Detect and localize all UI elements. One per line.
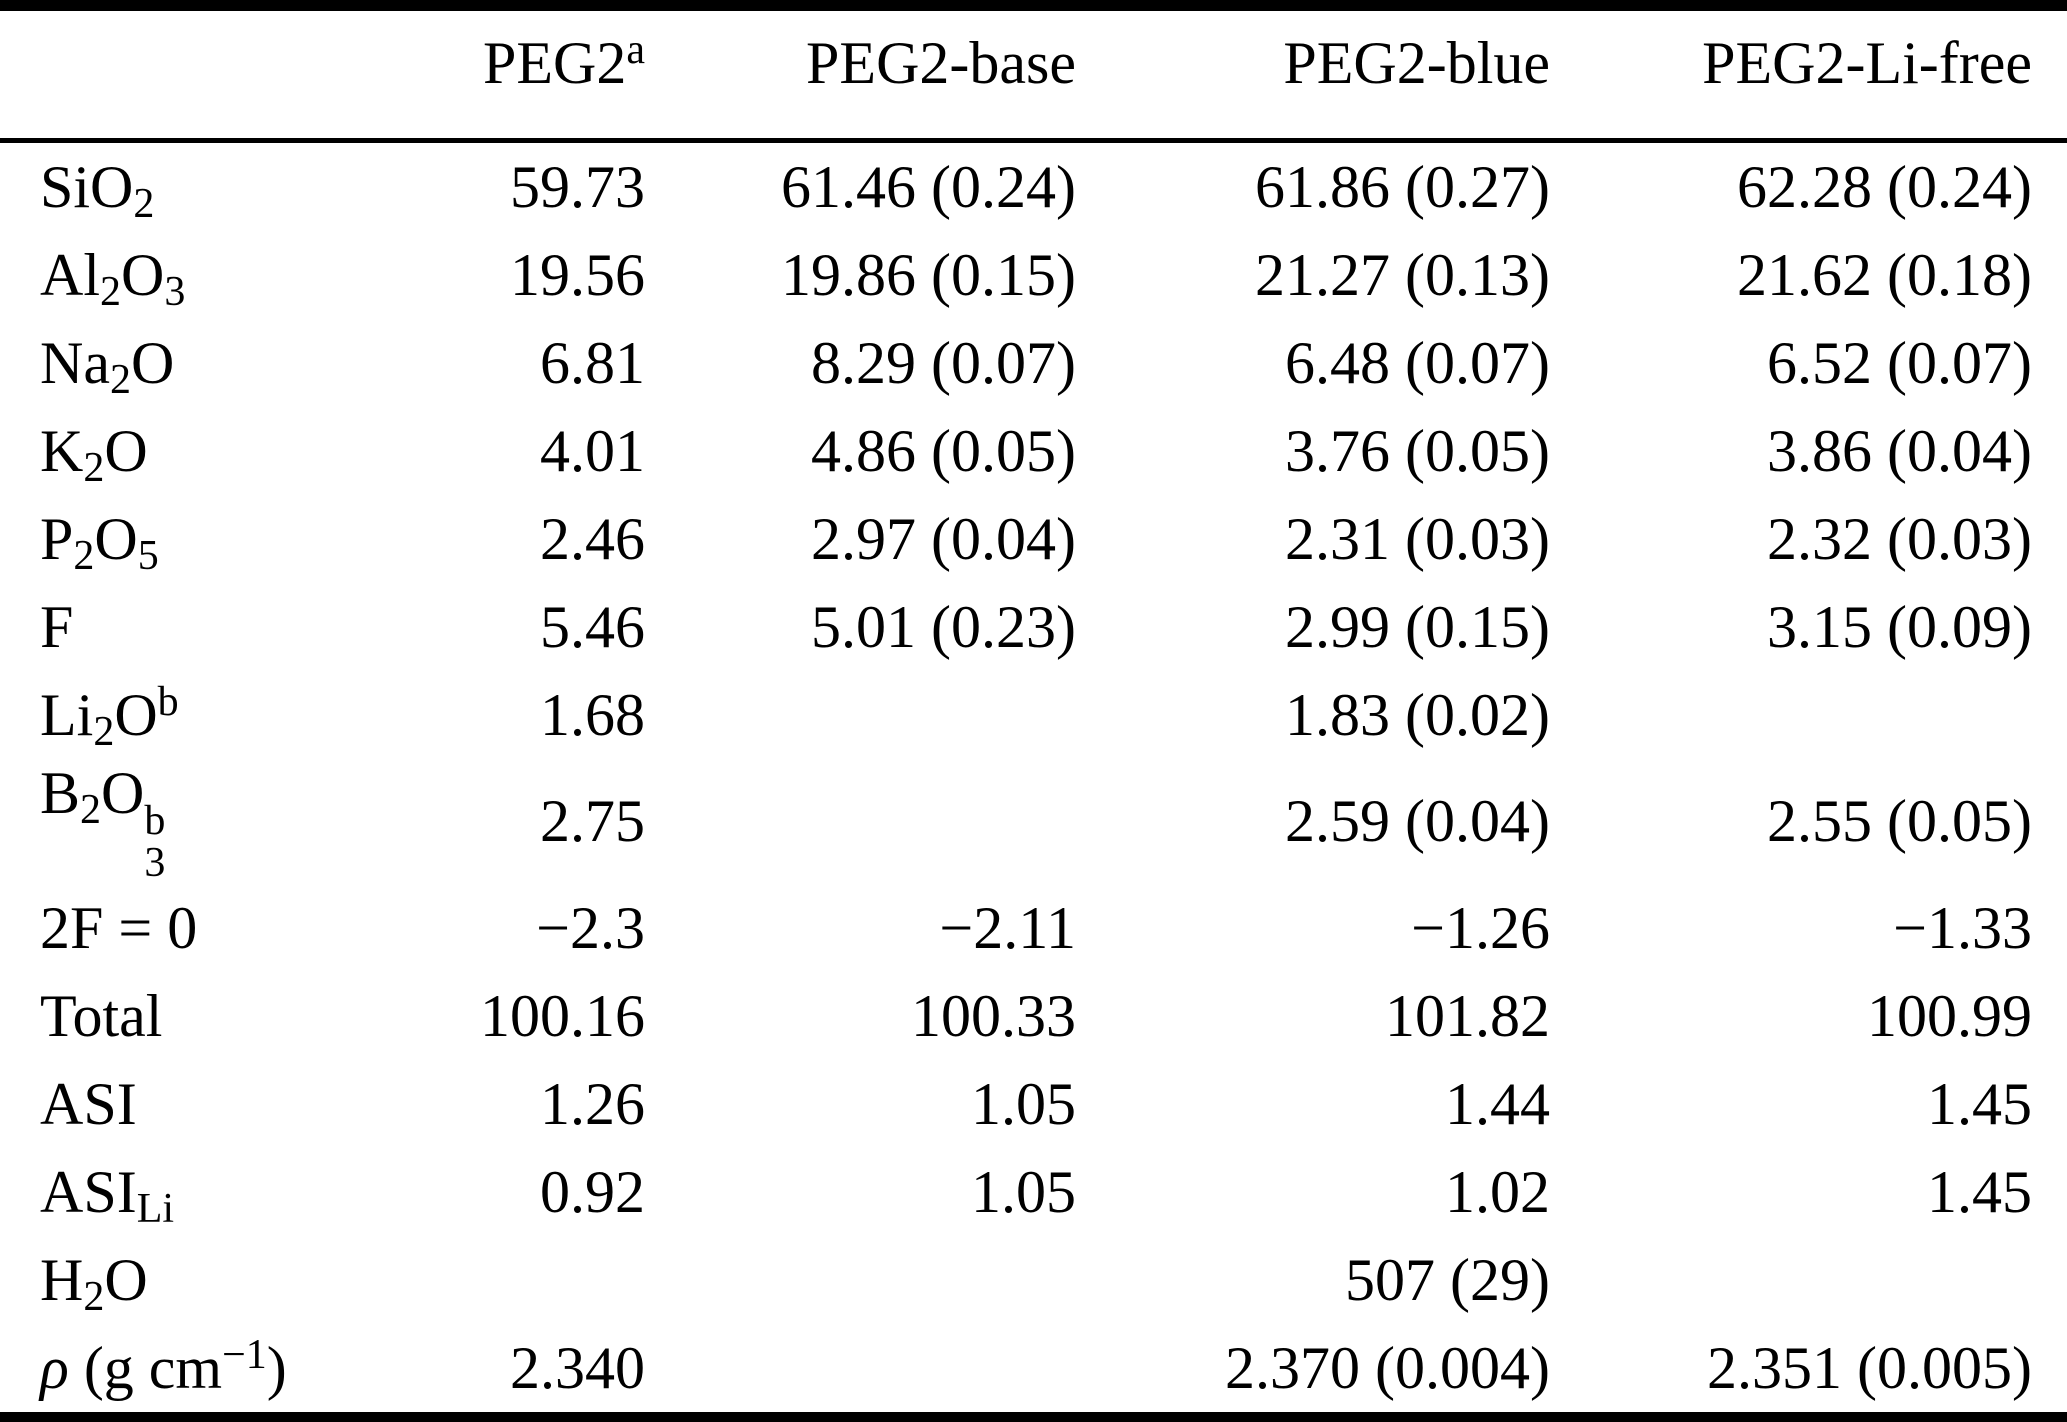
table-header: PEG2a PEG2-base PEG2-blue PEG2-Li-free bbox=[0, 5, 2067, 143]
table-cell: 2.59 (0.04) bbox=[1285, 788, 1550, 854]
row-label: 2F = 0 bbox=[40, 894, 198, 961]
table-cell: 3.76 (0.05) bbox=[1285, 417, 1550, 484]
table-body: SiO2 59.73 61.46 (0.24) 61.86 (0.27) 62.28 (… bbox=[0, 141, 2067, 1418]
table-cell: 2.340 bbox=[510, 1334, 645, 1401]
table-cell: 1.45 bbox=[1927, 1158, 2032, 1225]
table-cell: 1.68 bbox=[540, 681, 645, 748]
row-label: K2O bbox=[40, 417, 148, 491]
table-cell: 507 (29) bbox=[1345, 1246, 1550, 1313]
column-header-peg2: PEG2a bbox=[350, 5, 645, 143]
row-label: SiO2 bbox=[40, 153, 155, 227]
table-cell: 2.99 (0.15) bbox=[1285, 593, 1550, 660]
table-row: ρ (g cm−1) 2.340 2.370 (0.004) 2.351 (0.005… bbox=[0, 1324, 2067, 1417]
table-cell: 4.01 bbox=[540, 417, 645, 484]
table-row: Al2O3 19.56 19.86 (0.15) 21.27 (0.13) 21.62 … bbox=[0, 231, 2067, 319]
row-label: ASI bbox=[40, 1070, 137, 1137]
table-cell: 19.86 (0.15) bbox=[781, 241, 1076, 308]
table-cell bbox=[645, 1236, 1076, 1324]
table-cell: 5.01 (0.23) bbox=[811, 593, 1076, 660]
table-cell bbox=[645, 671, 1076, 759]
table-row: K2O 4.01 4.86 (0.05) 3.76 (0.05) 3.86 (0.04) bbox=[0, 407, 2067, 495]
table-cell: 6.81 bbox=[540, 329, 645, 396]
table-cell: 21.62 (0.18) bbox=[1737, 241, 2032, 308]
table-row: SiO2 59.73 61.46 (0.24) 61.86 (0.27) 62.28 (… bbox=[0, 141, 2067, 232]
table-row: Li2Ob 1.68 1.83 (0.02) bbox=[0, 671, 2067, 759]
table-cell: 1.05 bbox=[971, 1158, 1076, 1225]
table-cell bbox=[1550, 671, 2067, 759]
table-row: 2F = 0 −2.3 −2.11 −1.26 −1.33 bbox=[0, 884, 2067, 972]
row-label: ρ (g cm−1) bbox=[40, 1331, 287, 1401]
table-cell: 1.44 bbox=[1445, 1070, 1550, 1137]
table-cell: −2.3 bbox=[536, 894, 645, 961]
table-cell: 1.83 (0.02) bbox=[1285, 681, 1550, 748]
table-cell: 3.15 (0.09) bbox=[1767, 593, 2032, 660]
table-cell: 1.02 bbox=[1445, 1158, 1550, 1225]
table-cell: 2.351 (0.005) bbox=[1707, 1334, 2032, 1401]
table-cell: 4.86 (0.05) bbox=[811, 417, 1076, 484]
table-cell: 2.31 (0.03) bbox=[1285, 505, 1550, 572]
table-row: ASI 1.26 1.05 1.44 1.45 bbox=[0, 1060, 2067, 1148]
table-cell bbox=[1550, 1236, 2067, 1324]
column-header-analyte bbox=[0, 5, 350, 143]
table-cell bbox=[350, 1236, 645, 1324]
table-cell: 2.32 (0.03) bbox=[1767, 505, 2032, 572]
table-cell: 100.16 bbox=[480, 982, 645, 1049]
table-cell: 19.56 bbox=[510, 241, 645, 308]
table-cell: 59.73 bbox=[510, 153, 645, 220]
table-cell: 2.46 bbox=[540, 505, 645, 572]
column-header-peg2-li-free: PEG2-Li-free bbox=[1550, 5, 2067, 143]
row-label: F bbox=[40, 593, 74, 660]
table-cell: 2.75 bbox=[540, 788, 645, 854]
row-label: Li2Ob bbox=[40, 678, 179, 755]
row-label: Al2O3 bbox=[40, 241, 186, 315]
table-cell: 62.28 (0.24) bbox=[1737, 153, 2032, 220]
table-cell bbox=[645, 759, 1076, 884]
table-cell: 6.52 (0.07) bbox=[1767, 329, 2032, 396]
table-cell: −2.11 bbox=[939, 894, 1076, 961]
table-cell: 6.48 (0.07) bbox=[1285, 329, 1550, 396]
table-cell: 0.92 bbox=[540, 1158, 645, 1225]
table-cell bbox=[645, 1324, 1076, 1417]
table-cell: −1.26 bbox=[1411, 894, 1550, 961]
table-cell: 2.370 (0.004) bbox=[1225, 1334, 1550, 1401]
table-cell: 2.55 (0.05) bbox=[1767, 788, 2032, 854]
row-label: Total bbox=[40, 982, 163, 1049]
row-label: B2O b 3 bbox=[40, 760, 166, 886]
table-cell: 1.45 bbox=[1927, 1070, 2032, 1137]
table-cell: 2.97 (0.04) bbox=[811, 505, 1076, 572]
column-header-peg2-blue: PEG2-blue bbox=[1076, 5, 1550, 143]
table-row: F 5.46 5.01 (0.23) 2.99 (0.15) 3.15 (0.09) bbox=[0, 583, 2067, 671]
table-row: P2O5 2.46 2.97 (0.04) 2.31 (0.03) 2.32 (0.03… bbox=[0, 495, 2067, 583]
header-row: PEG2a PEG2-base PEG2-blue PEG2-Li-free bbox=[0, 5, 2067, 143]
table-cell: 3.86 (0.04) bbox=[1767, 417, 2032, 484]
table-cell: 8.29 (0.07) bbox=[811, 329, 1076, 396]
table-cell: 1.05 bbox=[971, 1070, 1076, 1137]
table-cell: 1.26 bbox=[540, 1070, 645, 1137]
column-header-peg2-base: PEG2-base bbox=[645, 5, 1076, 143]
row-label: ASILi bbox=[40, 1158, 175, 1232]
table-cell: 100.33 bbox=[911, 982, 1076, 1049]
table-row: H2O 507 (29) bbox=[0, 1236, 2067, 1324]
table-cell: −1.33 bbox=[1893, 894, 2032, 961]
row-label: P2O5 bbox=[40, 505, 159, 579]
table-cell: 21.27 (0.13) bbox=[1255, 241, 1550, 308]
row-label: H2O bbox=[40, 1246, 148, 1320]
table-cell: 5.46 bbox=[540, 593, 645, 660]
table-cell: 61.86 (0.27) bbox=[1255, 153, 1550, 220]
table-cell: 101.82 bbox=[1385, 982, 1550, 1049]
table-row: Total 100.16 100.33 101.82 100.99 bbox=[0, 972, 2067, 1060]
table-cell: 100.99 bbox=[1867, 982, 2032, 1049]
table-row: ASILi 0.92 1.05 1.02 1.45 bbox=[0, 1148, 2067, 1236]
table-cell: 61.46 (0.24) bbox=[781, 153, 1076, 220]
table-row: Na2O 6.81 8.29 (0.07) 6.48 (0.07) 6.52 (0.07… bbox=[0, 319, 2067, 407]
table-row: B2O b 3 2.75 2.59 (0.04) 2.55 (0.05) bbox=[0, 759, 2067, 884]
row-label: Na2O bbox=[40, 329, 175, 403]
